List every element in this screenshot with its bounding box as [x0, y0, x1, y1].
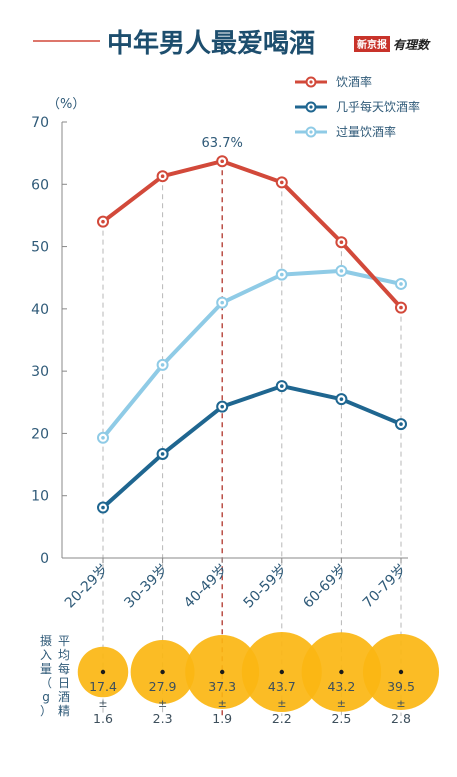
point-dot-heavy_rate — [160, 363, 165, 367]
intake-label-char: （ — [40, 676, 52, 690]
grid — [102, 161, 402, 716]
intake-mean: 43.7 — [268, 679, 296, 694]
intake-label-char: g — [42, 690, 50, 704]
peak-annotation: 63.7% — [202, 136, 243, 151]
intake-plusminus: ± — [396, 697, 405, 710]
x-tick-label: 30-39岁 — [121, 562, 171, 612]
series-line-daily_rate — [101, 384, 403, 510]
intake-center-dot — [279, 669, 284, 675]
intake-plusminus: ± — [218, 697, 227, 710]
intake-sd: 2.5 — [331, 711, 351, 726]
page-title: 中年男人最爱喝酒 — [107, 28, 315, 59]
intake-sd: 1.9 — [212, 711, 232, 726]
point-dot-daily_rate — [101, 505, 105, 510]
intake-mean: 17.4 — [89, 679, 117, 694]
intake-label-char: 平 — [58, 634, 70, 648]
legend-label-drink_rate: 饮酒率 — [336, 74, 372, 89]
point-dot-heavy_rate — [101, 435, 105, 440]
intake-label-char: 摄 — [40, 633, 52, 648]
intake-label-char: 酒 — [58, 690, 70, 704]
point-dot-heavy_rate — [220, 300, 224, 305]
intake-label-char: 入 — [40, 648, 52, 662]
y-axis-unit: （%） — [47, 97, 85, 112]
point-dot-drink_rate — [399, 305, 403, 310]
y-tick-label: 10 — [31, 489, 49, 505]
point-dot-drink_rate — [160, 174, 165, 178]
point-dot-drink_rate — [220, 159, 224, 164]
point-dot-daily_rate — [399, 422, 403, 426]
intake-sd: 2.2 — [272, 711, 292, 726]
y-tick-label: 50 — [31, 240, 49, 256]
x-tick-label: 40-49岁 — [181, 562, 231, 612]
x-tick-label: 20-29岁 — [62, 562, 112, 612]
annotation-layer: 63.7% — [202, 136, 243, 151]
point-dot-daily_rate — [339, 397, 344, 401]
legend-label-heavy_rate: 过量饮酒率 — [336, 124, 396, 139]
source-logo-text: 新京报 — [357, 38, 387, 51]
series-line-drink_rate — [101, 159, 403, 310]
intake-plusminus: ± — [337, 697, 346, 710]
intake-center-dot — [339, 669, 344, 675]
legend-label-daily_rate: 几乎每天饮酒率 — [336, 99, 420, 114]
intake-layer: 17.4 ±1.6 27.9 ±2.3 37.3 ±1.9 43.7 ±2.2 43.2 ±2.5… — [40, 632, 440, 726]
x-tick-label: 70-79岁 — [360, 562, 410, 612]
intake-plusminus: ± — [98, 697, 107, 710]
point-dot-drink_rate — [101, 219, 105, 224]
intake-sd: 2.8 — [391, 711, 411, 726]
intake-mean: 37.3 — [208, 679, 236, 694]
y-tick-label: 30 — [31, 364, 49, 380]
intake-sd: 1.6 — [93, 711, 113, 726]
point-dot-heavy_rate — [280, 272, 284, 277]
legend-marker-dot-heavy_rate — [309, 130, 313, 134]
intake-center-dot — [100, 669, 106, 675]
y-tick-label: 60 — [31, 177, 49, 193]
y-tick-label: 20 — [31, 426, 49, 442]
point-dot-heavy_rate — [339, 269, 344, 273]
y-tick-label: 40 — [31, 302, 49, 318]
point-dot-daily_rate — [280, 384, 284, 388]
y-tick-label: 70 — [31, 115, 49, 131]
point-dot-drink_rate — [339, 240, 344, 245]
intake-center-dot — [220, 669, 225, 675]
point-dot-drink_rate — [280, 180, 284, 185]
intake-sd: 2.3 — [153, 711, 173, 726]
legend-marker-dot-daily_rate — [309, 105, 313, 109]
x-tick-label: 60-69岁 — [300, 562, 350, 612]
y-tick-label: 0 — [40, 551, 49, 567]
axes: （%） 0 10 20 30 40 50 60 70 20-29岁 30-39岁 40-49岁 50-5… — [31, 97, 410, 611]
x-tick-label: 50-59岁 — [241, 562, 291, 612]
series-line-heavy_rate — [101, 268, 403, 440]
point-dot-daily_rate — [220, 404, 224, 409]
intake-label-char: 精 — [58, 704, 70, 718]
intake-label-char: ） — [40, 704, 52, 718]
intake-center-dot — [398, 669, 404, 675]
intake-label-char: 均 — [58, 648, 70, 662]
intake-label-char: 量 — [40, 662, 52, 676]
intake-plusminus: ± — [277, 697, 286, 710]
intake-plusminus: ± — [158, 697, 167, 710]
intake-label-char: 日 — [58, 676, 70, 690]
brand-logo-text: 有理数 — [393, 38, 431, 52]
intake-center-dot — [160, 669, 165, 675]
intake-mean: 43.2 — [327, 679, 355, 694]
intake-mean: 27.9 — [149, 679, 177, 694]
series-layer — [97, 155, 407, 514]
legend-marker-dot-drink_rate — [309, 80, 313, 84]
point-dot-heavy_rate — [399, 282, 403, 286]
intake-mean: 39.5 — [387, 679, 415, 694]
intake-label-char: 每 — [58, 661, 70, 676]
point-dot-daily_rate — [160, 452, 165, 456]
source-logo-box — [354, 36, 390, 52]
